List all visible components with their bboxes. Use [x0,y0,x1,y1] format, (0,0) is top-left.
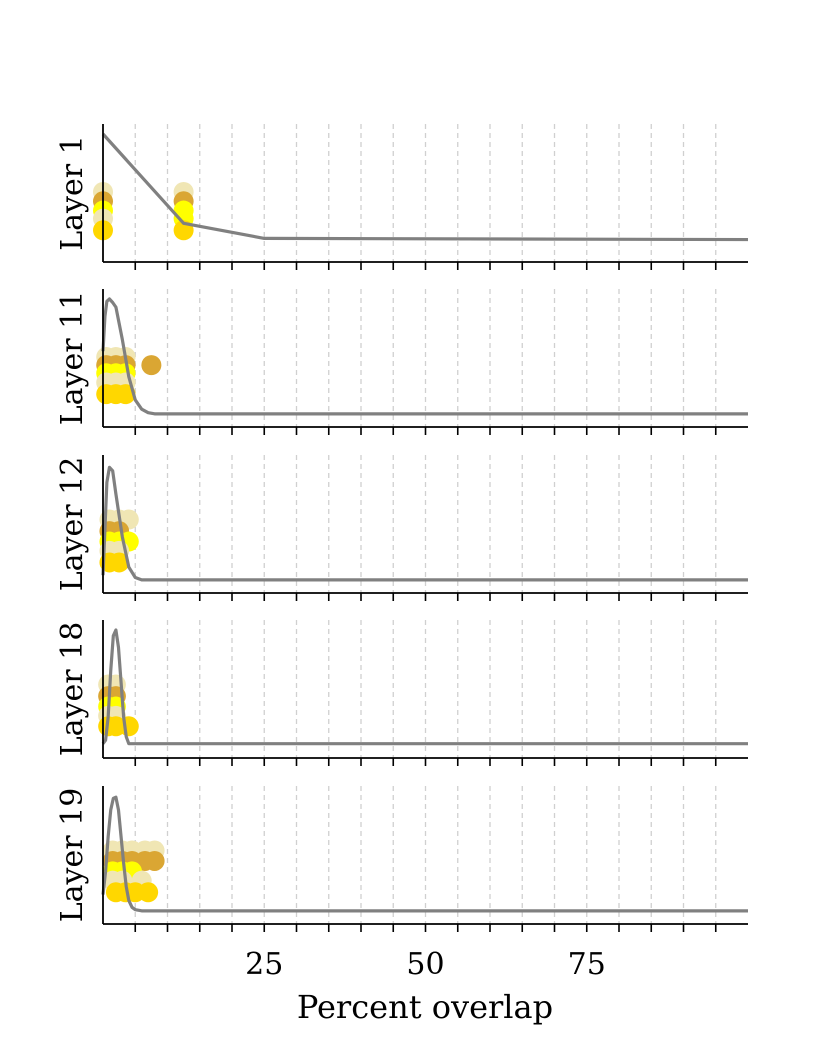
data-point [141,355,162,376]
series-line [101,465,748,582]
x-tick-label: 75 [568,947,606,982]
x-axis-label: Percent overlap [297,988,553,1026]
data-point [138,882,159,903]
series-line [101,628,748,746]
y-axis-label: Layer 11 [55,291,90,426]
panel-4: Layer 18 [55,620,748,766]
panel-2: Layer 11 [55,289,748,435]
data-point [144,850,165,871]
panel-3: Layer 12 [55,455,748,601]
x-tick-labels: 25 50 75 [245,947,606,982]
y-axis-label: Layer 12 [55,457,90,592]
panel-1: Layer 1 [55,124,749,270]
y-axis-label: Layer 18 [55,622,90,757]
data-point [118,716,139,737]
series-line [101,795,748,913]
series-line [101,132,749,242]
series-line [101,297,748,416]
data-point [109,552,130,573]
x-tick-label: 50 [406,947,444,982]
data-point [115,384,136,405]
panel-5: Layer 19 [55,786,748,932]
y-axis-label: Layer 1 [55,135,90,250]
panels: Layer 1 Layer 11 Layer 12 Layer 18 Layer 19 [55,124,749,932]
y-axis-label: Layer 19 [55,788,90,923]
x-tick-label: 25 [245,947,283,982]
